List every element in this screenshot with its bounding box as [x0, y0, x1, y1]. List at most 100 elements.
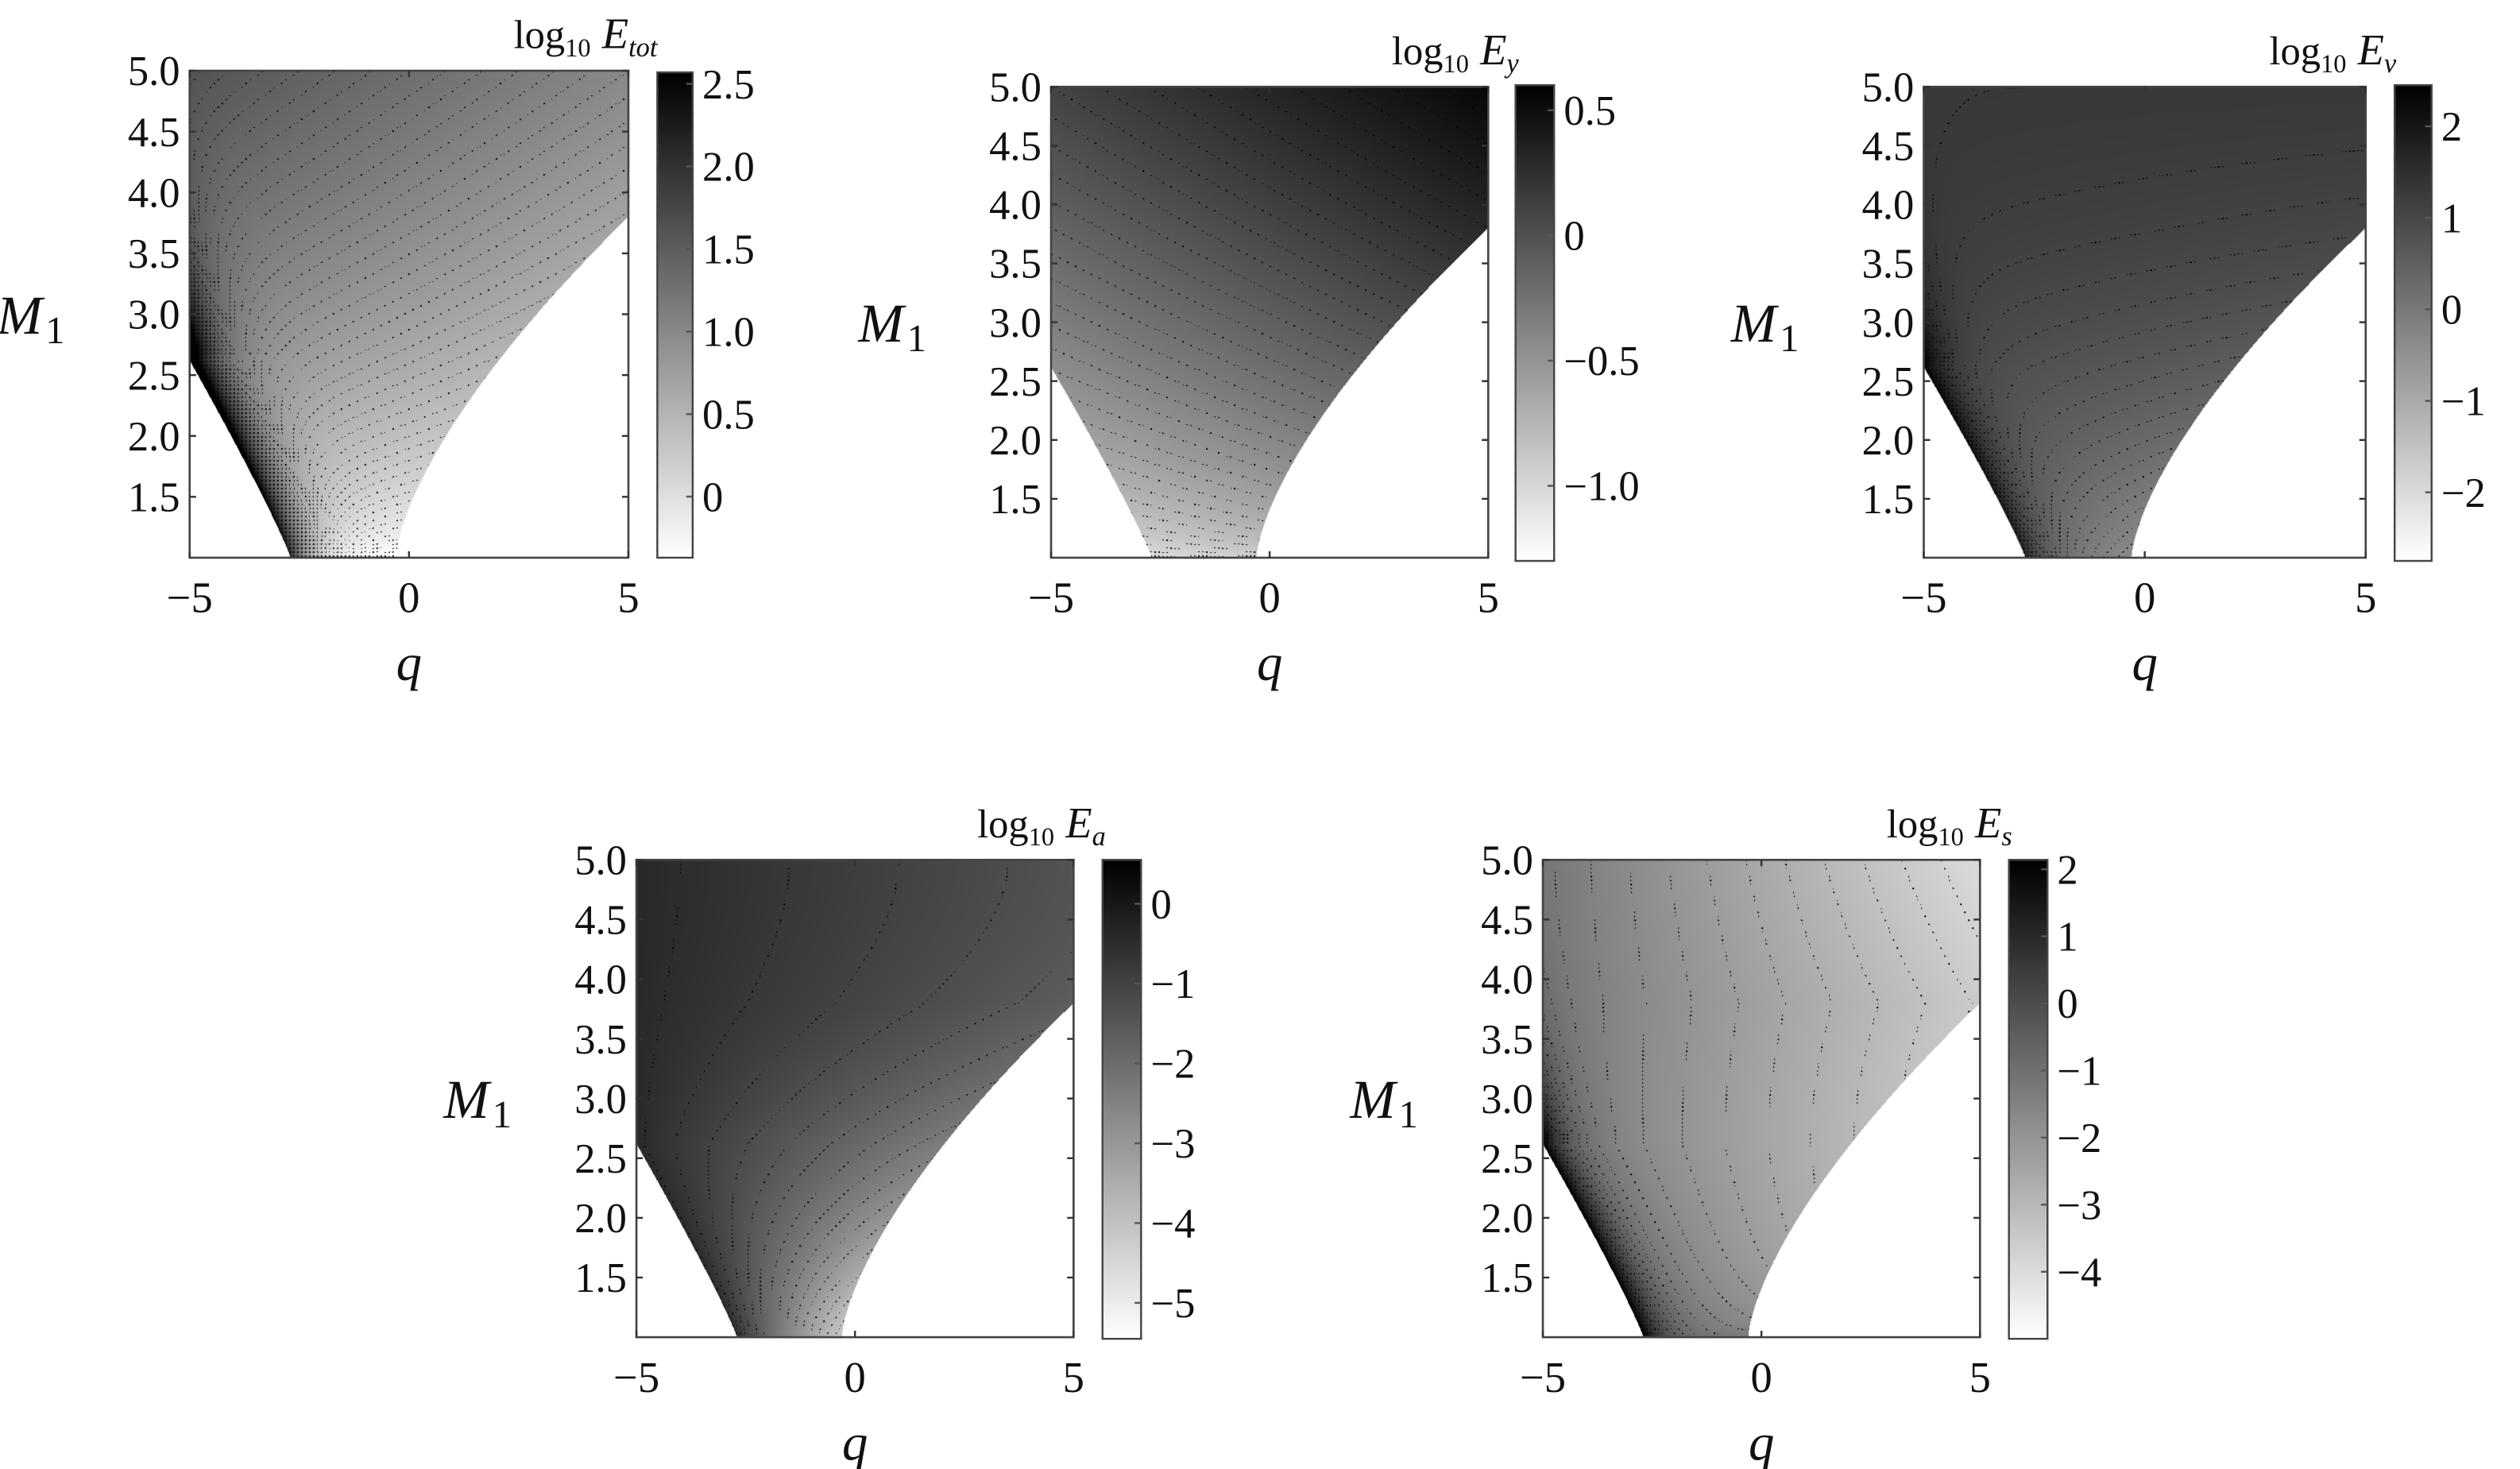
y-tick-label: 2.5 — [574, 1136, 627, 1182]
colorbar-tick-label: −1 — [2441, 379, 2486, 425]
y-tick-label: 3.5 — [574, 1017, 627, 1063]
colorbar — [656, 71, 694, 559]
y-tick-label: 5.0 — [989, 64, 1042, 110]
title-var: E — [1479, 25, 1506, 74]
y-tick-label: 3.0 — [128, 292, 180, 338]
plot-frame — [1923, 85, 2367, 559]
x-tick-label: 5 — [1478, 574, 1499, 622]
y-tick-label: 4.0 — [989, 183, 1042, 229]
chart-title: log10 Ea — [977, 798, 1106, 852]
colorbar-tick-label: 2.5 — [702, 62, 755, 108]
colorbar-tick-label: 1.0 — [702, 309, 755, 355]
y-tick-label: 2.5 — [989, 359, 1042, 405]
plot-frame — [1049, 85, 1490, 559]
x-tick-label: 0 — [1258, 574, 1280, 622]
y-tick-label: 3.5 — [128, 231, 180, 277]
colorbar-tick-label: −1.0 — [1563, 464, 1639, 510]
y-tick-label: 4.0 — [1481, 957, 1533, 1003]
y-tick-label: 2.0 — [989, 418, 1042, 464]
y-tick-label: 2.0 — [128, 414, 180, 460]
y-tick-label: 1.5 — [989, 477, 1042, 523]
colorbar-tick-label: 1 — [2441, 195, 2462, 242]
y-tick-label: 1.5 — [1862, 477, 1915, 523]
plot-frame — [1541, 858, 1981, 1339]
colorbar — [1514, 84, 1556, 562]
colorbar-tick-label: −0.5 — [1563, 338, 1639, 385]
title-base: 10 — [1938, 822, 1963, 851]
y-tick-label: 2.5 — [128, 353, 180, 399]
y-tick-label: 1.5 — [1481, 1255, 1533, 1301]
title-sub: v — [2384, 48, 2397, 79]
title-base: 10 — [565, 33, 590, 62]
title-base: 10 — [1029, 822, 1054, 851]
y-tick-label: 4.5 — [128, 110, 180, 156]
y-tick-label: 3.5 — [1481, 1017, 1533, 1063]
plot-frame — [635, 858, 1075, 1339]
chart-title: log10 Es — [1887, 798, 2012, 852]
contour-field-5 — [1543, 860, 1981, 1338]
colorbar-tick-label: −3 — [1150, 1121, 1195, 1167]
colorbar-tick-label: 2 — [2441, 104, 2462, 150]
y-tick-label: 2.0 — [1481, 1196, 1533, 1242]
y-axis-label-sub: 1 — [1399, 1093, 1418, 1136]
x-tick-label: 0 — [1751, 1353, 1772, 1401]
x-tick-label: 0 — [845, 1353, 866, 1401]
x-tick-label: 5 — [617, 574, 639, 622]
x-tick-label: 5 — [2355, 574, 2376, 622]
title-log: log — [977, 802, 1029, 846]
x-axis-label: q — [842, 1414, 868, 1469]
title-base: 10 — [2321, 49, 2346, 78]
y-tick-label: 4.5 — [1481, 898, 1533, 944]
y-tick-label: 3.5 — [989, 242, 1042, 288]
colorbar-tick-label: 1 — [2057, 914, 2077, 961]
y-tick-label: 4.5 — [574, 898, 627, 944]
title-sub: y — [1504, 48, 1519, 79]
colorbar-tick-label: −1 — [1150, 961, 1195, 1007]
colorbar-tick-label: 0 — [702, 474, 723, 520]
colorbar-tick-label: 0.5 — [1563, 88, 1616, 134]
title-sub: a — [1092, 821, 1106, 852]
y-tick-label: 1.5 — [574, 1255, 627, 1301]
x-tick-label: −5 — [167, 574, 213, 622]
y-tick-label: 5.0 — [1481, 837, 1533, 883]
y-tick-label: 3.5 — [1862, 242, 1915, 288]
colorbar-tick-label: −2 — [2441, 470, 2486, 516]
x-axis-label: q — [1257, 635, 1282, 692]
x-axis-label: q — [1749, 1414, 1774, 1469]
contour-field-4 — [636, 860, 1074, 1338]
x-tick-label: −5 — [1900, 574, 1946, 622]
title-sub: tot — [628, 33, 659, 63]
colorbar-tick-label: −2 — [2057, 1115, 2101, 1162]
colorbar-tick-label: 1.5 — [702, 227, 755, 273]
x-tick-label: 5 — [1063, 1353, 1084, 1401]
x-tick-label: 0 — [398, 574, 419, 622]
title-log: log — [514, 13, 566, 57]
y-axis-label-var: M — [1349, 1069, 1398, 1130]
contour-panel-4: −5 0 5 1.5 2.0 2.5 3.0 3.5 4.0 4.5 5.0 q M 1 log10 Ea 0 −… — [443, 798, 1195, 1469]
y-axis-label-var: M — [443, 1069, 492, 1130]
contour-field-2 — [1051, 87, 1489, 558]
colorbar-tick-label: 0 — [2057, 981, 2077, 1027]
chart-title: log10 Ey — [1392, 25, 1520, 79]
title-log: log — [1392, 29, 1444, 73]
x-axis-label: q — [2132, 635, 2157, 692]
y-tick-label: 2.0 — [574, 1196, 627, 1242]
title-var: E — [2357, 25, 2384, 74]
y-tick-label: 4.0 — [574, 957, 627, 1003]
chart-title: log10 Etot — [514, 10, 659, 63]
y-axis-label-sub: 1 — [45, 309, 64, 352]
y-axis-label-var: M — [0, 285, 45, 346]
colorbar-tick-label: 0 — [2441, 288, 2462, 334]
y-tick-label: 2.5 — [1862, 359, 1915, 405]
x-tick-label: −5 — [613, 1353, 659, 1401]
colorbar-tick-label: 2.0 — [702, 145, 755, 191]
colorbar — [2008, 859, 2049, 1340]
y-tick-label: 2.5 — [1481, 1136, 1533, 1182]
title-sub: s — [2001, 821, 2012, 852]
title-var: E — [1974, 798, 2001, 847]
